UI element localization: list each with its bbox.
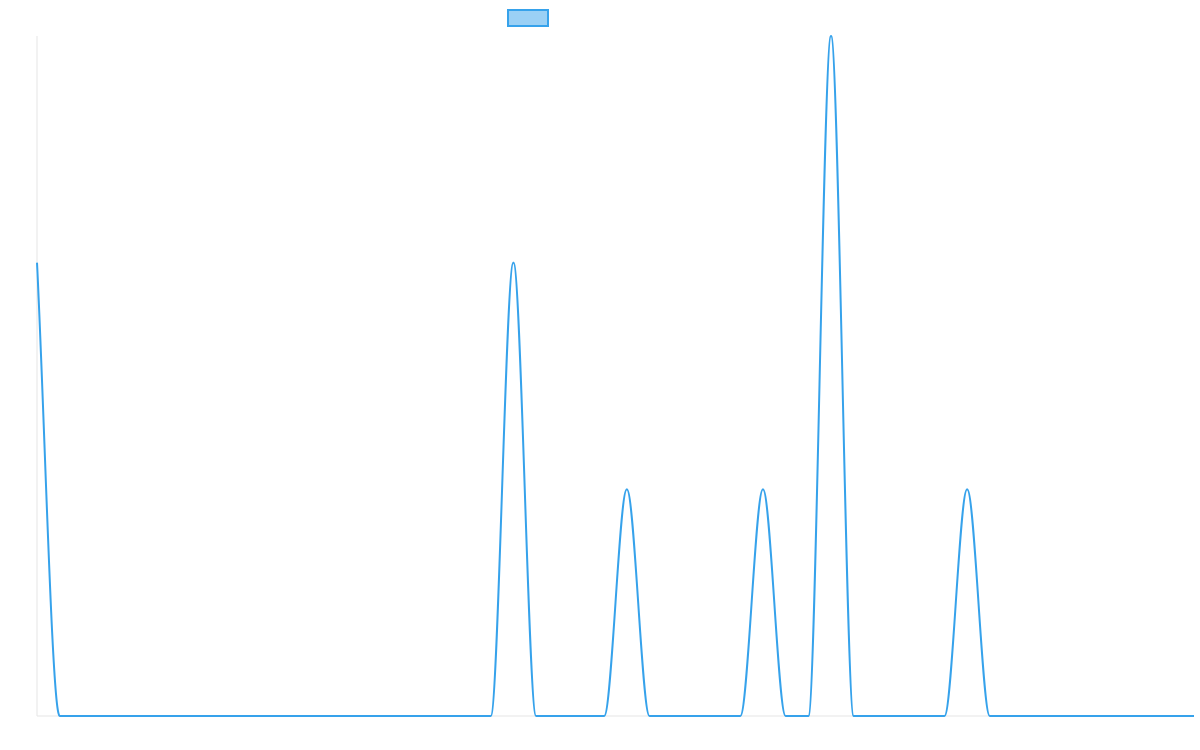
data-point[interactable] [1055,713,1061,719]
data-point[interactable] [329,713,335,719]
data-point[interactable] [420,713,426,719]
data-point[interactable] [737,713,743,719]
data-point[interactable] [79,713,85,719]
data-point[interactable] [987,713,993,719]
data-point[interactable] [57,713,63,719]
data-point[interactable] [238,713,244,719]
data-point[interactable] [147,713,153,719]
data-point[interactable] [578,713,584,719]
data-point[interactable] [374,713,380,719]
data-point[interactable] [352,713,358,719]
data-point[interactable] [442,713,448,719]
data-point[interactable] [760,486,766,492]
data-point[interactable] [851,713,857,719]
data-point[interactable] [193,713,199,719]
data-point[interactable] [669,713,675,719]
data-point[interactable] [284,713,290,719]
data-point[interactable] [1146,713,1152,719]
data-point[interactable] [805,713,811,719]
data-point[interactable] [964,486,970,492]
data-point[interactable] [941,713,947,719]
legend-swatch[interactable] [507,9,549,27]
data-point[interactable] [1078,713,1084,719]
data-point[interactable] [1191,713,1197,719]
data-point[interactable] [1168,713,1174,719]
data-point[interactable] [465,713,471,719]
data-point[interactable] [170,713,176,719]
data-point[interactable] [601,713,607,719]
series-line [36,35,1194,717]
data-point[interactable] [715,713,721,719]
data-point[interactable] [896,713,902,719]
data-point[interactable] [488,713,494,719]
data-point[interactable] [556,713,562,719]
data-point[interactable] [1100,713,1106,719]
data-point[interactable] [306,713,312,719]
legend [507,9,549,27]
data-point[interactable] [624,486,630,492]
series-layer [36,35,1194,717]
data-point[interactable] [828,33,834,39]
data-point[interactable] [510,260,516,266]
data-point[interactable] [1032,713,1038,719]
data-point[interactable] [261,713,267,719]
data-point[interactable] [919,713,925,719]
data-point[interactable] [215,713,221,719]
data-point[interactable] [692,713,698,719]
data-point[interactable] [1123,713,1129,719]
data-point[interactable] [873,713,879,719]
data-point[interactable] [533,713,539,719]
data-point[interactable] [1010,713,1016,719]
data-point[interactable] [647,713,653,719]
data-point[interactable] [102,713,108,719]
data-point[interactable] [34,260,40,266]
data-point[interactable] [125,713,131,719]
data-point[interactable] [783,713,789,719]
data-point[interactable] [397,713,403,719]
